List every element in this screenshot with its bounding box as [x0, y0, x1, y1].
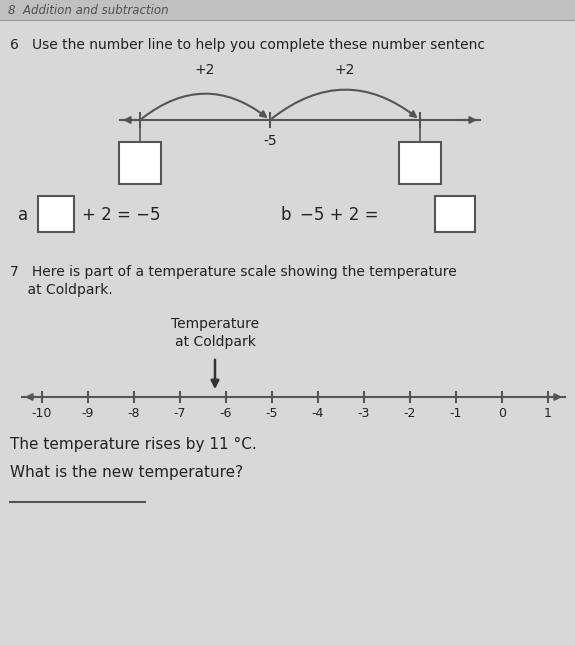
- Bar: [399, 142, 441, 184]
- Text: +2: +2: [335, 63, 355, 77]
- Text: +2: +2: [195, 63, 215, 77]
- Text: a: a: [18, 206, 28, 224]
- Text: + 2 = −5: + 2 = −5: [82, 206, 160, 224]
- Text: The temperature rises by 11 °C.: The temperature rises by 11 °C.: [10, 437, 257, 452]
- Text: 7   Here is part of a temperature scale showing the temperature: 7 Here is part of a temperature scale sh…: [10, 265, 457, 279]
- Text: -9: -9: [82, 407, 94, 420]
- Bar: [119, 142, 161, 184]
- Text: -7: -7: [174, 407, 186, 420]
- Text: Temperature: Temperature: [171, 317, 259, 331]
- Bar: [435, 196, 475, 232]
- Text: −5 + 2 =: −5 + 2 =: [300, 206, 378, 224]
- Text: What is the new temperature?: What is the new temperature?: [10, 465, 243, 480]
- Text: -1: -1: [450, 407, 462, 420]
- Text: -10: -10: [32, 407, 52, 420]
- Text: -5: -5: [266, 407, 278, 420]
- Text: -3: -3: [358, 407, 370, 420]
- Text: -6: -6: [220, 407, 232, 420]
- Text: -2: -2: [404, 407, 416, 420]
- Text: 1: 1: [544, 407, 552, 420]
- Text: 8  Addition and subtraction: 8 Addition and subtraction: [8, 3, 168, 17]
- Text: at Coldpark: at Coldpark: [175, 335, 255, 349]
- Text: 6   Use the number line to help you complete these number sentenc: 6 Use the number line to help you comple…: [10, 38, 485, 52]
- Bar: [0, 0, 575, 20]
- Text: 0: 0: [498, 407, 506, 420]
- Text: -8: -8: [128, 407, 140, 420]
- Text: at Coldpark.: at Coldpark.: [10, 283, 113, 297]
- Text: -5: -5: [263, 134, 277, 148]
- Text: b: b: [280, 206, 290, 224]
- Bar: [38, 196, 74, 232]
- Text: -4: -4: [312, 407, 324, 420]
